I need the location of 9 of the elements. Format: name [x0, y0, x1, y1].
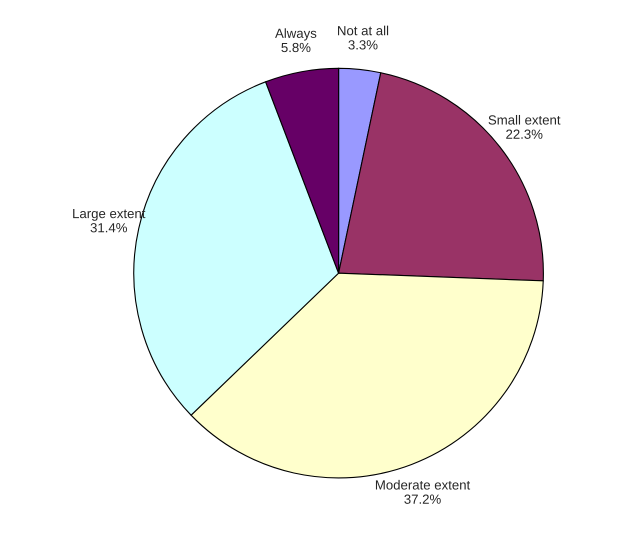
data-label: 37.2% [404, 494, 441, 504]
data-label: 3.3% [348, 40, 378, 50]
data-label: 22.3% [506, 130, 542, 139]
data-label: 5.8% [281, 42, 310, 52]
slice-label: Moderate extent [376, 480, 470, 490]
slice-label: Always [275, 28, 316, 41]
slice-label: Small extent [488, 114, 560, 125]
data-label: 31.4% [90, 223, 127, 232]
slice-label: Not at all [338, 26, 388, 36]
